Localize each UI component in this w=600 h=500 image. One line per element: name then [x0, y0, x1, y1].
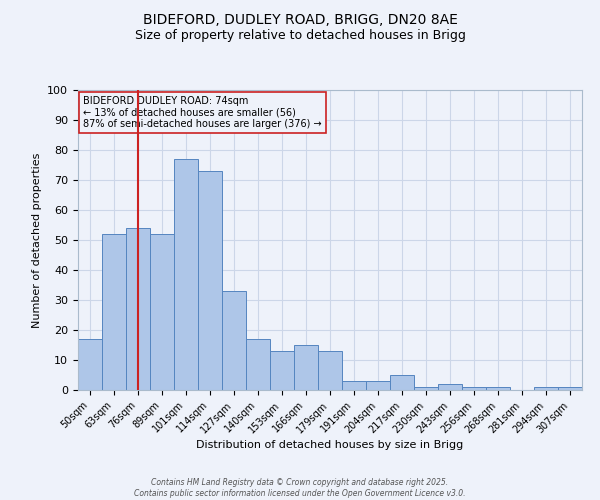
Bar [246, 339, 270, 390]
Text: BIDEFORD, DUDLEY ROAD, BRIGG, DN20 8AE: BIDEFORD, DUDLEY ROAD, BRIGG, DN20 8AE [143, 12, 457, 26]
Bar [126, 228, 150, 390]
Bar [150, 234, 174, 390]
Bar [78, 339, 102, 390]
Bar [438, 384, 462, 390]
Text: Contains HM Land Registry data © Crown copyright and database right 2025.
Contai: Contains HM Land Registry data © Crown c… [134, 478, 466, 498]
Bar [558, 387, 582, 390]
Bar [462, 387, 486, 390]
Bar [390, 375, 414, 390]
Bar [174, 159, 198, 390]
Bar [102, 234, 126, 390]
Bar [198, 171, 222, 390]
Bar [222, 291, 246, 390]
X-axis label: Distribution of detached houses by size in Brigg: Distribution of detached houses by size … [196, 440, 464, 450]
Bar [534, 387, 558, 390]
Y-axis label: Number of detached properties: Number of detached properties [32, 152, 42, 328]
Text: BIDEFORD DUDLEY ROAD: 74sqm
← 13% of detached houses are smaller (56)
87% of sem: BIDEFORD DUDLEY ROAD: 74sqm ← 13% of det… [83, 96, 322, 129]
Bar [366, 381, 390, 390]
Bar [270, 351, 294, 390]
Bar [342, 381, 366, 390]
Bar [414, 387, 438, 390]
Bar [486, 387, 510, 390]
Text: Size of property relative to detached houses in Brigg: Size of property relative to detached ho… [134, 29, 466, 42]
Bar [294, 345, 318, 390]
Bar [318, 351, 342, 390]
